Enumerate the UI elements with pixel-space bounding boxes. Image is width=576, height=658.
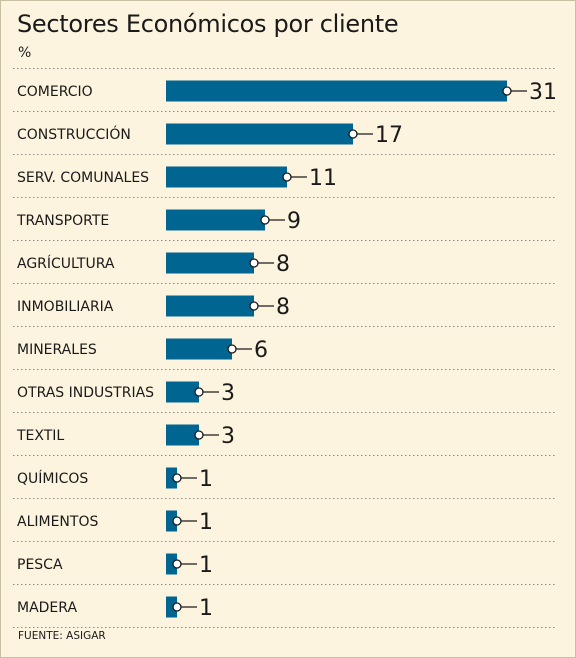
- value-label: 8: [276, 252, 290, 277]
- category-label: MADERA: [17, 600, 77, 616]
- bar-end-marker: [260, 215, 270, 225]
- bar: [166, 424, 199, 446]
- bar: [166, 510, 177, 532]
- value-label: 3: [221, 424, 235, 449]
- bar: [166, 209, 265, 231]
- bar-end-marker: [194, 387, 204, 397]
- bar-end-marker: [172, 602, 182, 612]
- category-label: CONSTRUCCIÓN: [17, 125, 131, 143]
- category-label: TEXTIL: [16, 428, 64, 444]
- bar: [166, 123, 353, 145]
- bar: [166, 381, 199, 403]
- value-label: 17: [375, 123, 403, 148]
- bar: [166, 467, 177, 489]
- category-label: QUÍMICOS: [17, 470, 88, 487]
- bar-end-marker: [172, 559, 182, 569]
- bar: [166, 295, 254, 317]
- value-label: 9: [287, 209, 301, 234]
- category-label: TRANSPORTE: [16, 213, 109, 229]
- bar: [166, 252, 254, 274]
- bar: [166, 80, 507, 102]
- source-note: FUENTE: ASIGAR: [18, 630, 106, 642]
- bar-end-marker: [227, 344, 237, 354]
- bar-end-marker: [249, 258, 259, 268]
- value-label: 1: [199, 467, 213, 492]
- category-label: AGRÍCULTURA: [17, 255, 115, 272]
- value-label: 11: [309, 166, 337, 191]
- value-label: 1: [199, 596, 213, 621]
- value-label: 8: [276, 295, 290, 320]
- category-label: PESCA: [17, 557, 63, 573]
- category-label: MINERALES: [17, 342, 97, 358]
- value-label: 31: [529, 80, 557, 105]
- bar-end-marker: [194, 430, 204, 440]
- category-label: SERV. COMUNALES: [17, 170, 149, 186]
- bar: [166, 338, 232, 360]
- category-label: INMOBILIARIA: [17, 299, 114, 315]
- value-label: 1: [199, 553, 213, 578]
- bar: [166, 596, 177, 618]
- value-label: 3: [221, 381, 235, 406]
- bar-end-marker: [172, 516, 182, 526]
- category-label: COMERCIO: [17, 84, 93, 100]
- value-label: 6: [254, 338, 268, 363]
- bar-end-marker: [502, 86, 512, 96]
- bar-end-marker: [348, 129, 358, 139]
- chart-title: Sectores Económicos por cliente: [17, 10, 399, 38]
- category-label: OTRAS INDUSTRIAS: [17, 385, 154, 401]
- unit-label: %: [18, 45, 32, 61]
- value-label: 1: [199, 510, 213, 535]
- category-label: ALIMENTOS: [17, 514, 98, 530]
- bar: [166, 166, 287, 188]
- bar-end-marker: [249, 301, 259, 311]
- bar-end-marker: [172, 473, 182, 483]
- bar-end-marker: [282, 172, 292, 182]
- bar: [166, 553, 177, 575]
